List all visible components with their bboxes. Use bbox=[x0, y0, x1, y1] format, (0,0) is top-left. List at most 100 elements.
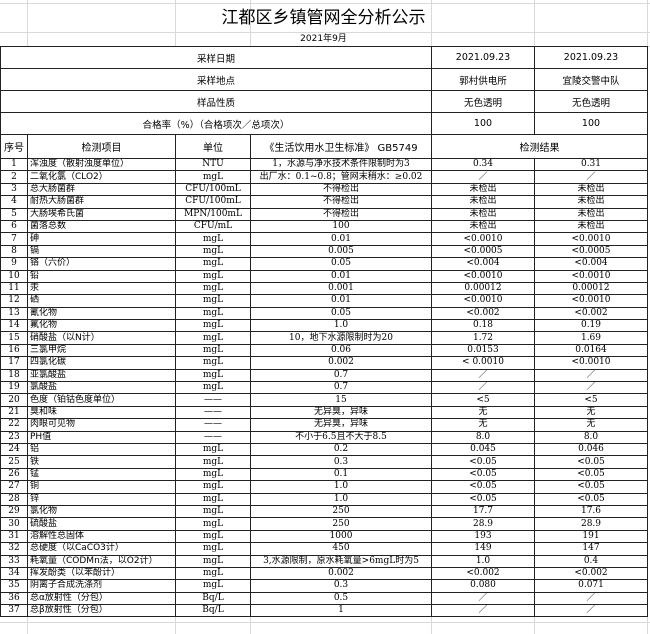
item-name[interactable]: 铜 bbox=[27, 480, 176, 494]
result-site-2[interactable]: 无 bbox=[534, 418, 648, 432]
result-site-1[interactable]: < 0.0010 bbox=[431, 356, 535, 370]
standard-limit[interactable]: 不得检出 bbox=[250, 195, 432, 209]
result-site-2[interactable]: 17.6 bbox=[534, 504, 648, 519]
item-name[interactable]: 四氯化碳 bbox=[27, 356, 176, 370]
item-name[interactable]: 大肠埃希氏菌 bbox=[27, 207, 176, 221]
row-number[interactable]: 32 bbox=[0, 542, 28, 556]
standard-limit[interactable]: 不得检出 bbox=[250, 207, 432, 221]
row-number[interactable]: 10 bbox=[0, 269, 28, 283]
result-site-2[interactable]: <0.05 bbox=[534, 467, 648, 482]
unit[interactable]: mgL bbox=[175, 368, 251, 383]
result-site-1[interactable]: 无 bbox=[431, 418, 535, 432]
unit[interactable]: mgL bbox=[175, 504, 251, 519]
item-name[interactable]: 浑浊度（散射浊度单位） bbox=[27, 157, 176, 172]
unit[interactable]: mgL bbox=[175, 269, 251, 283]
item-name[interactable]: 铅 bbox=[27, 269, 176, 283]
result-site-2[interactable]: ／ bbox=[534, 591, 648, 606]
item-name[interactable]: 镉 bbox=[27, 244, 176, 259]
sample-nature-1[interactable]: 无色透明 bbox=[431, 90, 535, 113]
result-site-2[interactable]: 无 bbox=[534, 405, 648, 420]
unit[interactable]: MPN/100mL bbox=[175, 207, 251, 221]
standard-limit[interactable]: 15 bbox=[250, 393, 432, 407]
result-site-1[interactable]: <0.0010 bbox=[431, 232, 535, 246]
row-number[interactable]: 31 bbox=[0, 529, 28, 544]
result-site-1[interactable]: 0.34 bbox=[431, 157, 535, 172]
standard-limit[interactable]: 1000 bbox=[250, 529, 432, 544]
unit[interactable]: CFU/100mL bbox=[175, 195, 251, 209]
row-number[interactable]: 26 bbox=[0, 467, 28, 482]
unit[interactable]: mgL bbox=[175, 281, 251, 296]
result-site-1[interactable]: 1.0 bbox=[431, 554, 535, 568]
unit[interactable]: mgL bbox=[175, 294, 251, 308]
row-number[interactable]: 25 bbox=[0, 455, 28, 469]
unit[interactable]: mgL bbox=[175, 566, 251, 581]
standard-limit[interactable]: 250 bbox=[250, 517, 432, 531]
result-site-2[interactable]: ／ bbox=[534, 381, 648, 395]
standard-limit[interactable]: 无异臭，异味 bbox=[250, 418, 432, 432]
standard-limit[interactable]: 0.05 bbox=[250, 306, 432, 321]
result-site-2[interactable]: <0.0010 bbox=[534, 294, 648, 308]
row-number[interactable]: 17 bbox=[0, 356, 28, 370]
item-name[interactable]: 铁 bbox=[27, 455, 176, 469]
row-number[interactable]: 3 bbox=[0, 182, 28, 197]
item-name[interactable]: 耗氧量（CODMn法，以O2计） bbox=[27, 554, 176, 568]
result-site-1[interactable]: 未检出 bbox=[431, 182, 535, 197]
standard-limit[interactable]: 1，水源与净水技术条件限制时为3 bbox=[250, 157, 432, 172]
row-number[interactable]: 23 bbox=[0, 430, 28, 445]
result-site-2[interactable]: 0.4 bbox=[534, 554, 648, 568]
result-site-2[interactable]: ／ bbox=[534, 170, 648, 184]
row-number[interactable]: 8 bbox=[0, 244, 28, 259]
result-site-1[interactable]: <0.0005 bbox=[431, 244, 535, 259]
unit[interactable]: mgL bbox=[175, 492, 251, 506]
row-number[interactable]: 14 bbox=[0, 319, 28, 333]
row-number[interactable]: 7 bbox=[0, 232, 28, 246]
unit[interactable]: mgL bbox=[175, 542, 251, 556]
standard-limit[interactable]: 不得检出 bbox=[250, 182, 432, 197]
item-name[interactable]: 肉眼可见物 bbox=[27, 418, 176, 432]
item-name[interactable]: 阴离子合成洗涤剂 bbox=[27, 579, 176, 593]
unit[interactable]: mgL bbox=[175, 554, 251, 568]
result-site-2[interactable]: 28.9 bbox=[534, 517, 648, 531]
row-number[interactable]: 6 bbox=[0, 219, 28, 234]
row-number[interactable]: 24 bbox=[0, 442, 28, 457]
standard-limit[interactable]: 0.7 bbox=[250, 368, 432, 383]
standard-limit[interactable]: 1 bbox=[250, 604, 432, 618]
standard-limit[interactable]: 0.001 bbox=[250, 281, 432, 296]
item-name[interactable]: 氰化物 bbox=[27, 306, 176, 321]
row-number[interactable]: 15 bbox=[0, 331, 28, 345]
result-site-1[interactable]: 0.080 bbox=[431, 579, 535, 593]
result-site-2[interactable]: 1.69 bbox=[534, 331, 648, 345]
item-name[interactable]: 硝酸盐（以N计） bbox=[27, 331, 176, 345]
pass-rate-1[interactable]: 100 bbox=[431, 112, 535, 135]
item-name[interactable]: 锌 bbox=[27, 492, 176, 506]
result-site-1[interactable]: <0.002 bbox=[431, 566, 535, 581]
result-site-1[interactable]: 17.7 bbox=[431, 504, 535, 519]
standard-limit[interactable]: 0.005 bbox=[250, 244, 432, 259]
row-number[interactable]: 4 bbox=[0, 195, 28, 209]
unit[interactable]: mgL bbox=[175, 455, 251, 469]
item-name[interactable]: 总硬度（以CaCO3计） bbox=[27, 542, 176, 556]
result-site-2[interactable]: 0.046 bbox=[534, 442, 648, 457]
result-site-2[interactable]: 0.19 bbox=[534, 319, 648, 333]
unit[interactable]: mgL bbox=[175, 232, 251, 246]
result-site-2[interactable]: <0.0005 bbox=[534, 244, 648, 259]
result-site-1[interactable]: <0.004 bbox=[431, 257, 535, 271]
result-site-2[interactable]: <0.0010 bbox=[534, 356, 648, 370]
sampling-date-1[interactable]: 2021.09.23 bbox=[431, 46, 535, 69]
unit[interactable]: mgL bbox=[175, 579, 251, 593]
standard-limit[interactable]: 0.01 bbox=[250, 232, 432, 246]
result-site-2[interactable]: <0.0010 bbox=[534, 269, 648, 283]
result-site-1[interactable]: 0.0153 bbox=[431, 343, 535, 358]
unit[interactable]: mgL bbox=[175, 529, 251, 544]
result-site-2[interactable]: 未检出 bbox=[534, 219, 648, 234]
item-name[interactable]: 挥发酚类（以苯酚计） bbox=[27, 566, 176, 581]
item-name[interactable]: 臭和味 bbox=[27, 405, 176, 420]
row-number[interactable]: 28 bbox=[0, 492, 28, 506]
result-site-2[interactable]: 0.071 bbox=[534, 579, 648, 593]
standard-limit[interactable]: 100 bbox=[250, 219, 432, 234]
row-number[interactable]: 13 bbox=[0, 306, 28, 321]
item-name[interactable]: 硒 bbox=[27, 294, 176, 308]
row-number[interactable]: 9 bbox=[0, 257, 28, 271]
result-site-1[interactable]: ／ bbox=[431, 604, 535, 618]
unit[interactable]: —— bbox=[175, 393, 251, 407]
